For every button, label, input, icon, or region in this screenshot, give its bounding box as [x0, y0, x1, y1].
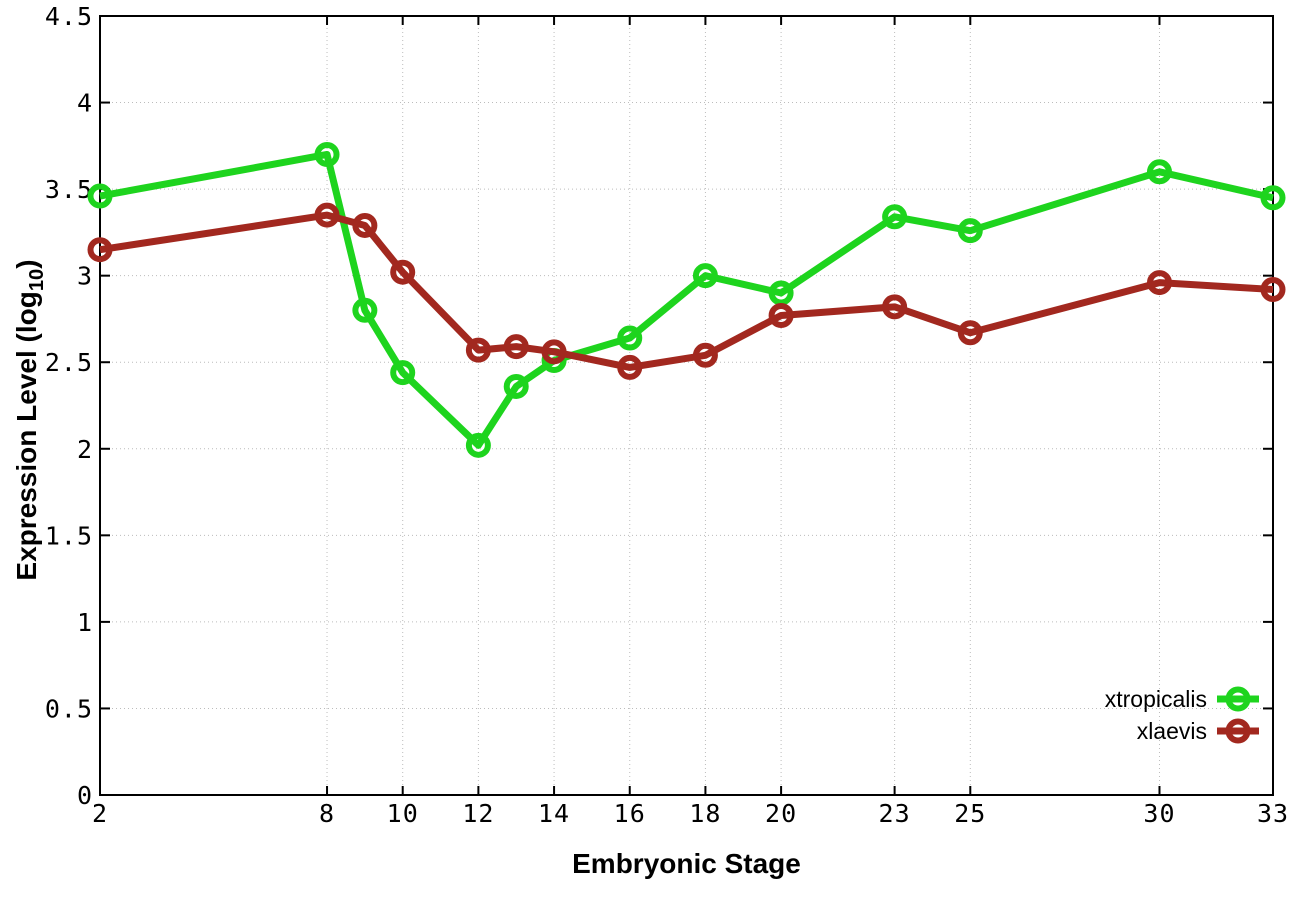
- x-tick-label: 30: [1143, 799, 1175, 828]
- series-xlaevis: [87, 202, 1286, 380]
- data-point-xlaevis: [503, 334, 529, 360]
- x-tick-label: 2: [92, 799, 108, 828]
- legend: xtropicalis xlaevis: [1105, 684, 1260, 746]
- series-xtropicalis: [87, 141, 1286, 458]
- legend-label-xlaevis: xlaevis: [1136, 718, 1207, 744]
- data-point-xtropicalis: [314, 141, 340, 167]
- data-point-xlaevis: [352, 212, 378, 238]
- data-point-xlaevis: [541, 339, 567, 365]
- x-tick-label: 23: [879, 799, 911, 828]
- data-point-xlaevis: [1260, 277, 1286, 303]
- y-tick-label: 1.5: [45, 521, 93, 550]
- y-tick-label: 4.5: [45, 2, 93, 31]
- data-point-xlaevis: [390, 259, 416, 285]
- data-point-xlaevis: [692, 342, 718, 368]
- gridlines: [100, 16, 1273, 795]
- data-point-xtropicalis: [692, 263, 718, 289]
- x-tick-label: 16: [614, 799, 646, 828]
- x-axis-title: Embryonic Stage: [572, 848, 801, 879]
- x-tick-labels: 2 8 10 12 14 16 18 20 23 25 30 33: [92, 799, 1289, 828]
- y-tick-label: 3: [77, 262, 93, 291]
- y-tick-label: 0: [77, 781, 93, 810]
- data-point-xtropicalis: [957, 218, 983, 244]
- legend-item-xlaevis: xlaevis: [1105, 716, 1260, 746]
- y-tick-label: 4: [77, 89, 93, 118]
- data-point-xlaevis: [882, 294, 908, 320]
- data-point-xlaevis: [617, 354, 643, 380]
- data-point-xlaevis: [87, 237, 113, 263]
- data-point-xlaevis: [957, 320, 983, 346]
- legend-label-xtropicalis: xtropicalis: [1104, 686, 1207, 712]
- legend-marker-xlaevis: [1216, 716, 1260, 746]
- y-tick-label: 3.5: [45, 175, 93, 204]
- axis-ticks: [99, 15, 1274, 796]
- y-tick-label: 2.5: [45, 348, 93, 377]
- data-point-xlaevis: [314, 202, 340, 228]
- plot-border: [99, 15, 1274, 796]
- x-tick-label: 12: [462, 799, 494, 828]
- data-point-xtropicalis: [617, 325, 643, 351]
- x-tick-label: 33: [1257, 799, 1289, 828]
- data-point-xtropicalis: [87, 183, 113, 209]
- legend-marker-xtropicalis: [1216, 684, 1260, 714]
- x-tick-label: 14: [538, 799, 570, 828]
- y-axis-title-suffix: ): [11, 259, 43, 269]
- y-tick-labels: 0 0.5 1 1.5 2 2.5 3 3.5 4 4.5: [45, 2, 93, 810]
- y-axis-title-text: Expression Level (log: [11, 291, 43, 581]
- data-point-xlaevis: [465, 337, 491, 363]
- data-point-xtropicalis: [1146, 159, 1172, 185]
- x-tick-label: 20: [765, 799, 797, 828]
- y-tick-label: 0.5: [45, 694, 93, 723]
- data-point-xtropicalis: [390, 360, 416, 386]
- y-tick-label: 1: [77, 608, 93, 637]
- data-point-xtropicalis: [465, 432, 491, 458]
- data-point-xtropicalis: [503, 373, 529, 399]
- y-tick-label: 2: [77, 435, 93, 464]
- y-axis-title: Expression Level (log10): [11, 259, 49, 580]
- x-tick-label: 8: [319, 799, 335, 828]
- data-point-xtropicalis: [1260, 185, 1286, 211]
- x-tick-label: 25: [954, 799, 986, 828]
- y-axis-title-subscript: 10: [25, 268, 48, 292]
- data-point-xtropicalis: [882, 204, 908, 230]
- data-point-xtropicalis: [768, 280, 794, 306]
- data-point-xlaevis: [1146, 270, 1172, 296]
- x-tick-label: 18: [689, 799, 721, 828]
- data-point-xtropicalis: [352, 297, 378, 323]
- legend-item-xtropicalis: xtropicalis: [1105, 684, 1260, 714]
- data-point-xlaevis: [768, 302, 794, 328]
- x-tick-label: 10: [387, 799, 419, 828]
